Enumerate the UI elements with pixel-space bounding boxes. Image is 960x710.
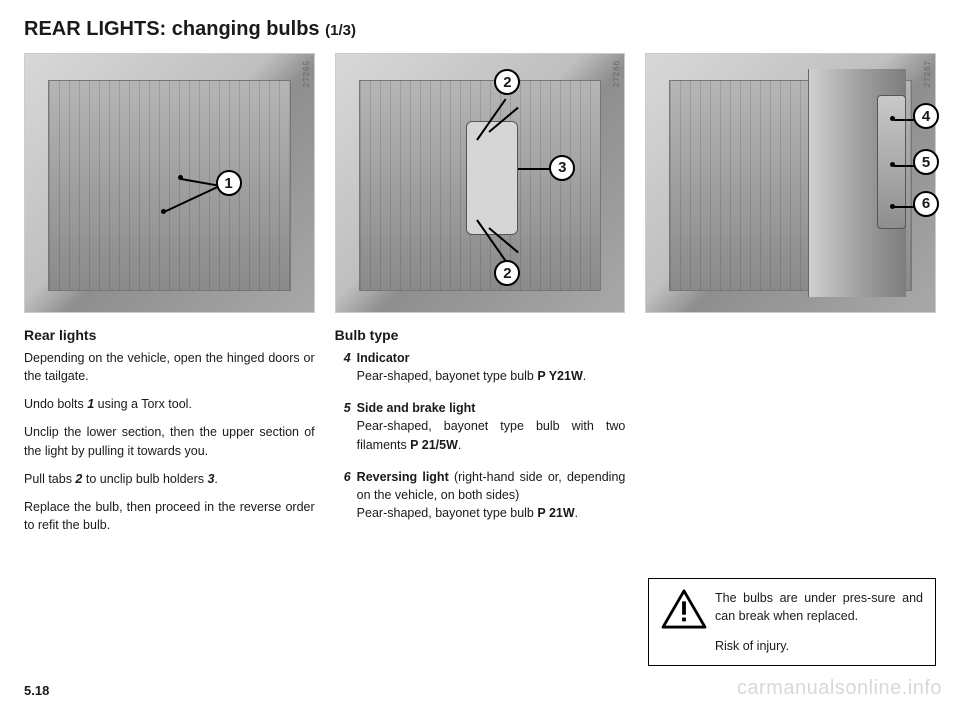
bulb-spec: P Y21W [537,369,582,383]
bulb-num: 5 [335,399,357,453]
figure-2: 27266 2 3 2 [335,53,626,313]
bulb-list: 4 Indicator Pear-shaped, bayonet type bu… [335,349,626,536]
callout-3: 3 [549,155,575,181]
bulb-num: 6 [335,468,357,522]
text: Pull tabs [24,472,75,486]
text: to unclip bulb holders [82,472,207,486]
warning-box: The bulbs are under pres-sure and can br… [648,578,936,666]
callout-5: 5 [913,149,939,175]
bulb-type-heading: Bulb type [335,327,626,343]
bulb-num: 4 [335,349,357,385]
text: Pear-shaped, bayonet type bulb with two … [357,419,626,451]
bulb-spec: P 21/5W [410,438,458,452]
figure-3-id: 27267 [923,60,932,87]
column-1: 27265 1 Rear lights Depending on the veh… [24,53,315,544]
para-1: Depending on the vehicle, open the hinge… [24,349,315,385]
watermark: carmanualsonline.info [737,677,942,700]
bulb-text: Reversing light (right-hand side or, dep… [357,468,626,522]
title-sub: (1/3) [325,22,356,39]
text: . [583,369,586,383]
bulb-spec: P 21W [537,506,574,520]
text: . [214,472,217,486]
callout-1: 1 [216,170,242,196]
leader-line [518,168,552,170]
page-number: 5.18 [24,683,49,698]
callout-6: 6 [913,191,939,217]
figure-2-id: 27266 [612,60,621,87]
text: Undo bolts [24,397,87,411]
callout-4: 4 [913,103,939,129]
bulb-holder-shape [466,121,518,235]
bulb-name: Side and brake light [357,401,476,415]
page-title: REAR LIGHTS: changing bulbs (1/3) [24,18,936,41]
text: using a Torx tool. [94,397,192,411]
figure-1: 27265 1 [24,53,315,313]
para-2: Undo bolts 1 using a Torx tool. [24,395,315,413]
bulb-item-5: 5 Side and brake light Pear-shaped, bayo… [335,399,626,453]
content-columns: 27265 1 Rear lights Depending on the veh… [24,53,936,544]
text: Pear-shaped, bayonet type bulb [357,369,538,383]
figure-3: 27267 4 5 6 [645,53,936,313]
bulb-text: Indicator Pear-shaped, bayonet type bulb… [357,349,626,385]
bulb-name: Reversing light [357,470,449,484]
column-3: 27267 4 5 6 [645,53,936,544]
rear-lights-heading: Rear lights [24,327,315,343]
bulb-name: Indicator [357,351,410,365]
bulb-item-4: 4 Indicator Pear-shaped, bayonet type bu… [335,349,626,385]
bulb-text: Side and brake light Pear-shaped, bayone… [357,399,626,453]
title-main: REAR LIGHTS: changing bulbs [24,18,320,40]
para-3: Unclip the lower section, then the upper… [24,423,315,459]
warning-text: The bulbs are under pres-sure and can br… [715,589,923,625]
column-2: 27266 2 3 2 Bulb type 4 Indicator Pear-s… [335,53,626,544]
warning-risk: Risk of injury. [661,637,923,655]
figure-1-graphic [48,80,290,292]
para-4: Pull tabs 2 to unclip bulb holders 3. [24,470,315,488]
warning-triangle-icon [661,589,707,629]
text: . [458,438,461,452]
para-5: Replace the bulb, then proceed in the re… [24,498,315,534]
bulb-item-6: 6 Reversing light (right-hand side or, d… [335,468,626,522]
text: . [575,506,578,520]
text: Pear-shaped, bayonet type bulb [357,506,538,520]
figure-1-id: 27265 [302,60,311,87]
